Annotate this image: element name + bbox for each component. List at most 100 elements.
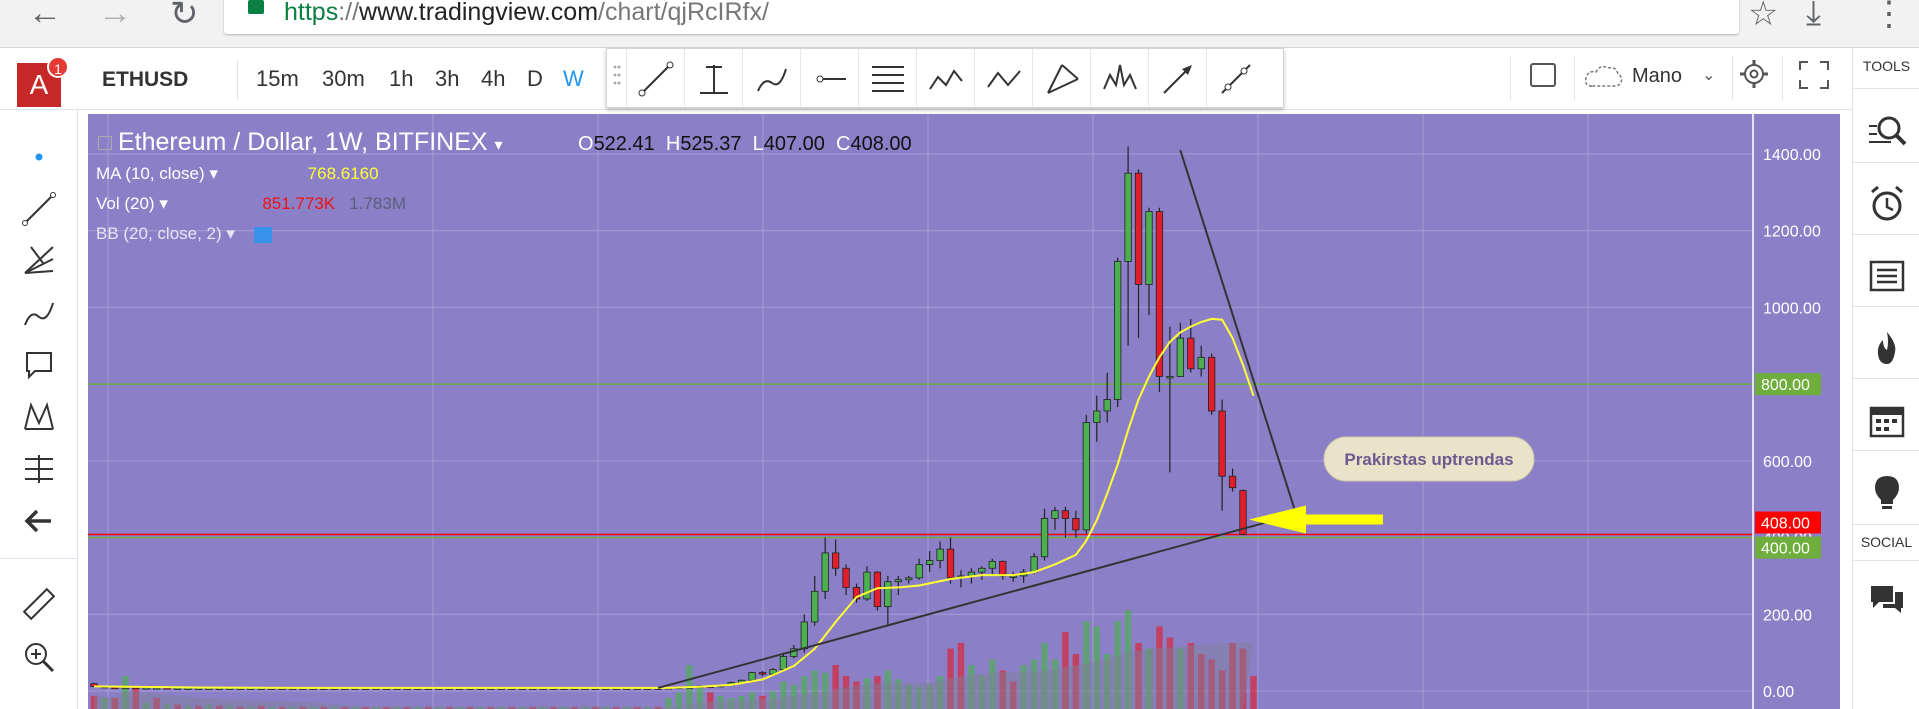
search-icon[interactable] bbox=[1867, 112, 1907, 152]
interval-30m[interactable]: 30m bbox=[322, 66, 365, 91]
interval-w[interactable]: W bbox=[563, 66, 584, 91]
menu-icon[interactable]: ⋮ bbox=[1872, 0, 1906, 33]
annotation-arrow bbox=[1249, 505, 1383, 534]
volume-bar bbox=[801, 676, 808, 709]
interval-1h[interactable]: 1h bbox=[389, 66, 414, 91]
abc-pattern-tool-icon[interactable] bbox=[975, 49, 1033, 107]
price-chart-svg[interactable]: Prakirstas uptrendas 0.00 200.00 400.00 600.… bbox=[88, 114, 1840, 709]
price-tick-label: 1200.00 bbox=[1763, 224, 1821, 241]
star-icon[interactable]: ☆ bbox=[1748, 0, 1779, 33]
price-tag-label: 400.00 bbox=[1761, 541, 1810, 558]
elliott-wave-tool-icon[interactable] bbox=[917, 49, 975, 107]
trend-line-tool-icon[interactable] bbox=[627, 49, 685, 107]
brush-icon[interactable] bbox=[18, 292, 60, 334]
address-bar[interactable]: https://www.tradingview.com/chart/qjRcIR… bbox=[224, 0, 1739, 34]
volume-bar bbox=[1135, 643, 1142, 709]
volume-bar bbox=[101, 698, 108, 709]
notification-badge: 1 bbox=[47, 56, 69, 78]
panel-divider bbox=[1853, 162, 1919, 163]
interval-d[interactable]: D bbox=[527, 66, 543, 91]
gann-fan-icon[interactable] bbox=[18, 240, 60, 282]
gear-icon[interactable] bbox=[1738, 58, 1770, 90]
volume-bar bbox=[571, 706, 578, 709]
ideas-bulb-icon[interactable] bbox=[1867, 472, 1907, 512]
volume-bar bbox=[425, 706, 432, 709]
zoom-in-icon[interactable] bbox=[18, 636, 60, 678]
head-shoulders-tool-icon[interactable] bbox=[1091, 49, 1149, 107]
measure-tool-icon[interactable] bbox=[1207, 49, 1265, 107]
arrow-left-icon[interactable] bbox=[18, 500, 60, 542]
chat-icon[interactable] bbox=[1867, 578, 1907, 618]
back-icon[interactable]: ← bbox=[28, 0, 62, 32]
interval-15m[interactable]: 15m bbox=[256, 66, 299, 91]
volume-bar bbox=[341, 706, 348, 709]
left-toolbar bbox=[0, 110, 78, 709]
prediction-measure-icon[interactable] bbox=[18, 448, 60, 490]
volume-bar bbox=[1062, 632, 1069, 709]
vertical-line-tool-icon[interactable] bbox=[685, 49, 743, 107]
chart-pane[interactable]: Prakirstas uptrendas 0.00 200.00 400.00 600.… bbox=[88, 114, 1840, 709]
bb-indicator-legend[interactable]: BB (20, close, 2) ▾ bbox=[96, 224, 272, 244]
ray-tool-icon[interactable] bbox=[801, 49, 859, 107]
chevron-down-icon[interactable]: ▾ bbox=[494, 137, 503, 154]
candle-body bbox=[821, 552, 829, 592]
comment-icon[interactable] bbox=[18, 344, 60, 386]
candle-body bbox=[1187, 337, 1195, 370]
volume-bar bbox=[539, 706, 547, 709]
download-icon[interactable]: ⤓ bbox=[1806, 0, 1822, 32]
forward-icon[interactable]: → bbox=[98, 0, 132, 32]
brush-tool-icon[interactable] bbox=[743, 49, 801, 107]
candle-body bbox=[842, 567, 850, 588]
volume-indicator-legend[interactable]: Vol (20) ▾ 851.773K 1.783M bbox=[96, 194, 406, 213]
trend-line-icon[interactable] bbox=[18, 188, 60, 230]
ruler-icon[interactable] bbox=[18, 584, 60, 626]
volume-bar bbox=[226, 705, 234, 709]
candle-body bbox=[748, 672, 756, 681]
price-tick-label: 600.00 bbox=[1763, 454, 1812, 471]
watchlist-icon[interactable] bbox=[1867, 256, 1907, 296]
volume-bar bbox=[310, 706, 317, 709]
volume-bar bbox=[926, 684, 933, 709]
pitchfork-tool-icon[interactable] bbox=[1033, 49, 1091, 107]
volume-bar bbox=[717, 695, 724, 709]
visibility-eye-icon[interactable] bbox=[253, 226, 272, 243]
volume-bar bbox=[592, 706, 599, 709]
fullscreen-icon[interactable] bbox=[1798, 60, 1830, 90]
volume-bar bbox=[1145, 648, 1153, 709]
volume-bar bbox=[1250, 676, 1257, 709]
chevron-down-icon[interactable]: ⌄ bbox=[1702, 67, 1716, 84]
alarm-clock-icon[interactable] bbox=[1867, 184, 1907, 224]
chart-legend-title[interactable]: Ethereum / Dollar, 1W, BITFINEX ▾ bbox=[98, 128, 503, 157]
cloud-brush-icon[interactable] bbox=[1584, 62, 1624, 90]
volume-bar bbox=[581, 706, 589, 709]
reload-icon[interactable]: ↻ bbox=[170, 0, 199, 33]
interval-3h[interactable]: 3h bbox=[435, 66, 460, 91]
volume-bar bbox=[769, 691, 777, 709]
volume-bar bbox=[654, 706, 662, 709]
crosshair-icon[interactable] bbox=[18, 136, 60, 178]
collapse-icon[interactable] bbox=[98, 136, 112, 150]
brush-label[interactable]: Mano bbox=[1632, 65, 1683, 87]
interval-4h[interactable]: 4h bbox=[481, 66, 506, 91]
volume-bar bbox=[257, 705, 265, 709]
volume-bar bbox=[560, 706, 568, 709]
ma-indicator-legend[interactable]: MA (10, close) ▾ 768.6160 bbox=[96, 164, 379, 183]
calendar-icon[interactable] bbox=[1867, 400, 1907, 440]
volume-bar bbox=[320, 706, 328, 709]
volume-bar bbox=[602, 706, 610, 709]
volume-bar bbox=[1239, 648, 1247, 709]
volume-bar bbox=[613, 706, 620, 709]
drag-handle[interactable] bbox=[607, 49, 627, 107]
rectangle-tool-icon[interactable] bbox=[1530, 63, 1556, 87]
arrow-tool-icon[interactable] bbox=[1149, 49, 1207, 107]
fib-retracement-tool-icon[interactable] bbox=[859, 49, 917, 107]
candle-body bbox=[946, 548, 955, 579]
pattern-icon[interactable] bbox=[18, 396, 60, 438]
lock-icon bbox=[248, 0, 264, 14]
volume-bar bbox=[529, 706, 536, 709]
hotlist-flame-icon[interactable] bbox=[1867, 328, 1907, 368]
symbol-search-button[interactable]: ETHUSD bbox=[88, 60, 238, 100]
candle-body bbox=[863, 571, 871, 600]
candle-body bbox=[1166, 376, 1174, 379]
drawing-toolbar bbox=[606, 48, 1284, 108]
